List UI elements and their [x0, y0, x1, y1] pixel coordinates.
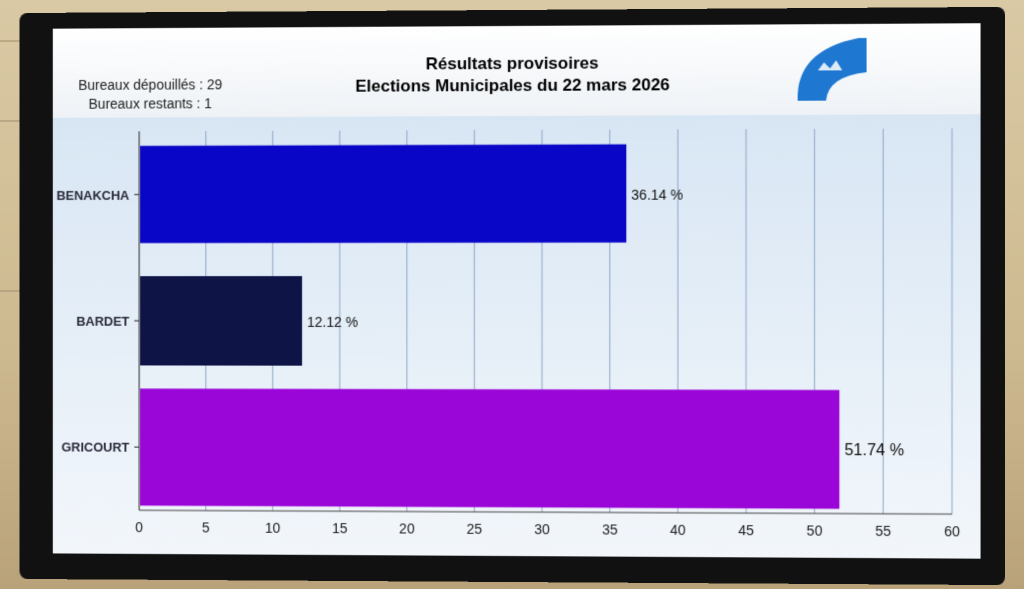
chart-area: 0 5 10 15 20 25 30 35 40 45 50 55 60 BENAKCHA 36.14 % B… — [52, 114, 981, 559]
x-tick-label-30: 30 — [534, 521, 550, 537]
x-tick-label-20: 20 — [399, 520, 415, 536]
x-tick-label-35: 35 — [602, 521, 618, 537]
value-label-benakcha: 36.14 % — [631, 186, 683, 202]
category-label-gricourt: GRICOURT — [61, 440, 129, 455]
x-tick-label-5: 5 — [202, 519, 210, 535]
results-bar-chart: 0 5 10 15 20 25 30 35 40 45 50 55 60 BENAKCHA 36.14 % B… — [56, 114, 960, 539]
x-tick-label-45: 45 — [738, 522, 754, 538]
bar-benakcha — [140, 144, 627, 244]
x-tick-label-25: 25 — [467, 521, 483, 537]
tv-frame: Bureaux dépouillés : 29 Bureaux restants… — [19, 6, 1006, 586]
x-tick-label-40: 40 — [670, 522, 686, 538]
city-logo — [797, 37, 867, 101]
x-tick-label-15: 15 — [332, 520, 348, 536]
value-label-bardet: 12.12 % — [307, 314, 358, 330]
x-tick-label-55: 55 — [875, 523, 891, 539]
bar-gricourt — [140, 388, 840, 509]
value-label-gricourt: 51.74 % — [844, 442, 904, 459]
category-label-bardet: BARDET — [76, 314, 129, 329]
category-label-benakcha: BENAKCHA — [56, 188, 129, 203]
x-tick-label-60: 60 — [944, 523, 960, 539]
x-axis — [139, 510, 952, 514]
results-header: Bureaux dépouillés : 29 Bureaux restants… — [52, 23, 981, 119]
tv-screen: Bureaux dépouillés : 29 Bureaux restants… — [52, 23, 981, 559]
bar-bardet — [140, 276, 303, 366]
x-tick-label-10: 10 — [265, 520, 281, 536]
x-tick-label-0: 0 — [135, 519, 143, 535]
x-tick-label-50: 50 — [807, 522, 823, 538]
